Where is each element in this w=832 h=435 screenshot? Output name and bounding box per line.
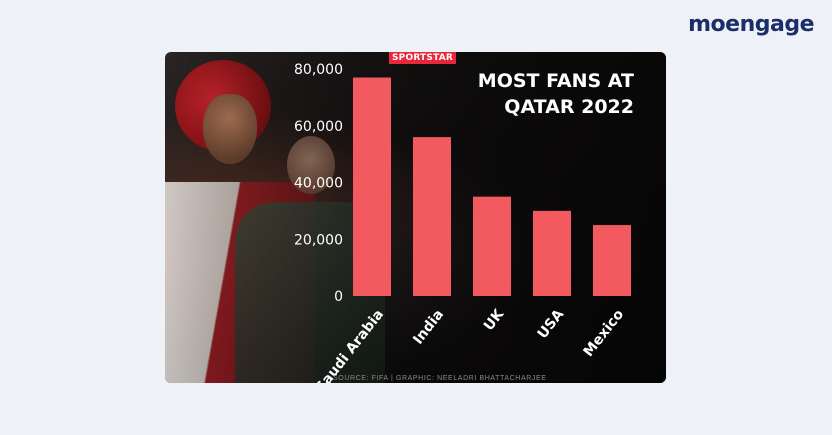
- moengage-logo: moengage: [688, 12, 814, 37]
- category-label: Mexico: [581, 306, 628, 360]
- bar-uk: [473, 196, 511, 296]
- bar-india: [413, 137, 451, 296]
- y-tick-label: 0: [334, 289, 343, 305]
- category-label: USA: [535, 306, 568, 341]
- bar-usa: [533, 210, 571, 296]
- bar-saudi-arabia: [353, 77, 391, 296]
- y-tick-label: 80,000: [294, 62, 343, 78]
- y-tick-label: 60,000: [294, 119, 343, 135]
- brand-name: moengage: [688, 12, 814, 37]
- bar-mexico: [593, 225, 631, 296]
- source-credit: SOURCE: FIFA | GRAPHIC: NEELADRI BHATTAC…: [333, 375, 547, 382]
- category-label: India: [410, 307, 447, 348]
- category-label: Saudi Arabia: [313, 307, 388, 383]
- y-tick-label: 40,000: [294, 176, 343, 192]
- chart-title: MOST FANS AT QATAR 2022: [477, 70, 634, 118]
- chart-card: SPORTSTAR MOST FANS AT QATAR 2022 0 20,00…: [165, 52, 666, 383]
- y-tick-label: 20,000: [294, 232, 343, 248]
- category-label: UK: [481, 306, 508, 334]
- sportstar-badge: SPORTSTAR: [389, 52, 457, 64]
- bar-chart: 0 20,000 40,000 60,000 80,000 Saudi Arabia Ind…: [294, 62, 631, 383]
